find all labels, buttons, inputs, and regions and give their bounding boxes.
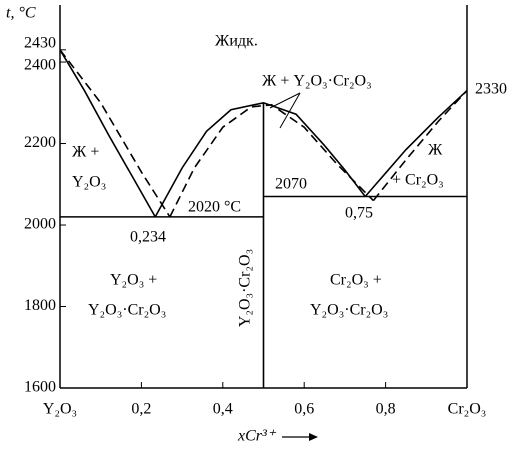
- curve: [364, 89, 468, 198]
- pointer: [279, 92, 301, 129]
- annotation: Y₂O₃ +: [110, 272, 157, 289]
- annotation: Жидк.: [215, 33, 258, 50]
- annotation: Y₂O₃·Cr₂O₃: [310, 302, 388, 319]
- y-tick-label: 2200: [24, 134, 56, 151]
- annotation: + Cr₂O₃: [392, 172, 444, 189]
- annotation: Y₂O₃·Cr₂O₃: [237, 249, 254, 327]
- x-tick-label: 0,8: [376, 401, 396, 418]
- x-tick-label: Y₂O₃: [43, 401, 77, 418]
- annotation: 0,75: [345, 205, 373, 222]
- x-tick-label: 0,4: [213, 401, 233, 418]
- annotation: 0,234: [130, 229, 166, 246]
- annotation: 2070: [275, 176, 307, 193]
- curve: [59, 49, 156, 218]
- y-tick-label: 2430: [24, 34, 56, 51]
- annotation: Ж +: [72, 144, 99, 161]
- pointer: [269, 92, 301, 109]
- annotation: Y₂O₃·Cr₂O₃: [88, 302, 166, 319]
- dashed-curve: [169, 103, 374, 218]
- y-tick-label: 2400: [24, 57, 56, 74]
- annotation: 2020 °C: [188, 199, 241, 216]
- x-tick-label: 0,6: [294, 401, 314, 418]
- x-axis-label: xCr³⁺: [237, 428, 277, 445]
- annotation: 2330: [475, 81, 507, 98]
- x-tick-label: Cr₂O₃: [448, 401, 487, 418]
- annotation: Cr₂O₃ +: [330, 272, 382, 289]
- y-tick-label: 1600: [24, 379, 56, 396]
- y-tick-label: 1800: [24, 297, 56, 314]
- dashed-curve: [59, 49, 171, 218]
- dashed-curve: [372, 90, 468, 202]
- x-tick-label: 0,2: [131, 401, 151, 418]
- y-tick-label: 2000: [24, 216, 56, 233]
- annotation: Ж: [428, 142, 443, 159]
- annotation: Y₂O₃: [72, 174, 106, 191]
- y-axis-label: t, °C: [6, 5, 36, 22]
- annotation: Ж + Y₂O₃·Cr₂O₃: [262, 73, 372, 90]
- x-arrow-head: [309, 433, 318, 441]
